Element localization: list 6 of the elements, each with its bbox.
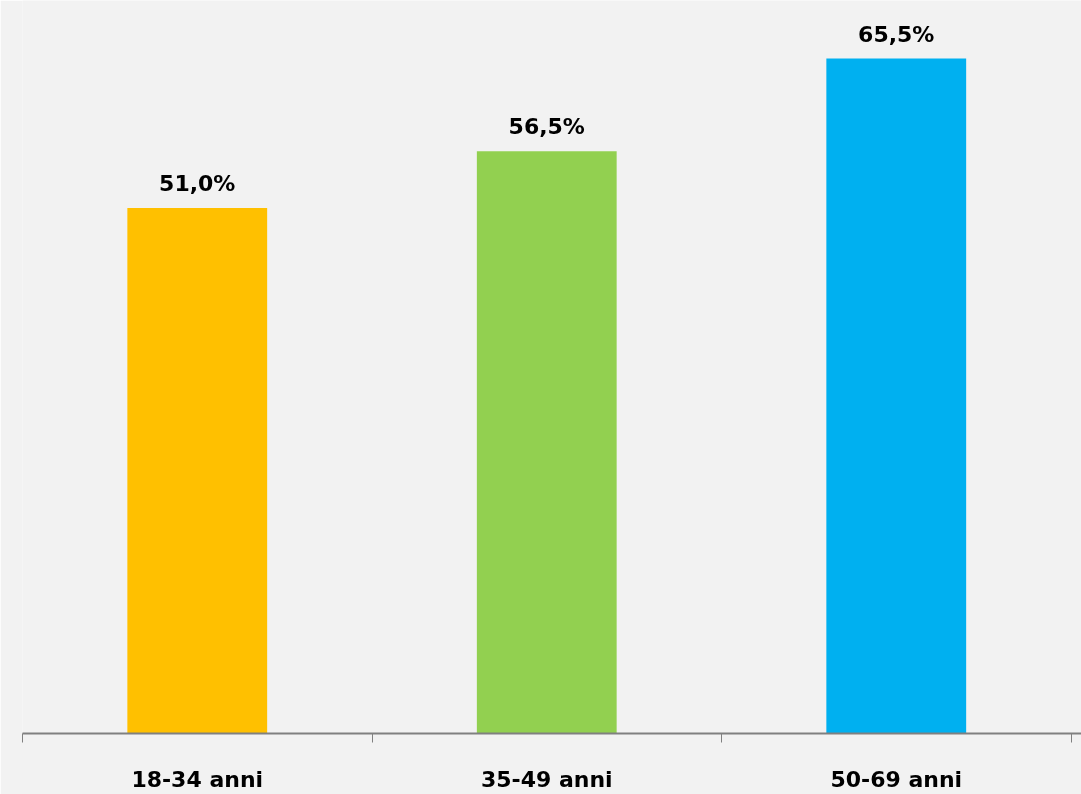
data-label: 65,5% <box>858 21 935 47</box>
data-label: 51,0% <box>159 170 236 196</box>
data-label: 56,5% <box>508 114 585 140</box>
x-tick-label: 35-49 anni <box>480 766 613 792</box>
x-tick-label: 18-34 anni <box>131 766 264 792</box>
x-tick-label: 50-69 anni <box>830 766 963 792</box>
